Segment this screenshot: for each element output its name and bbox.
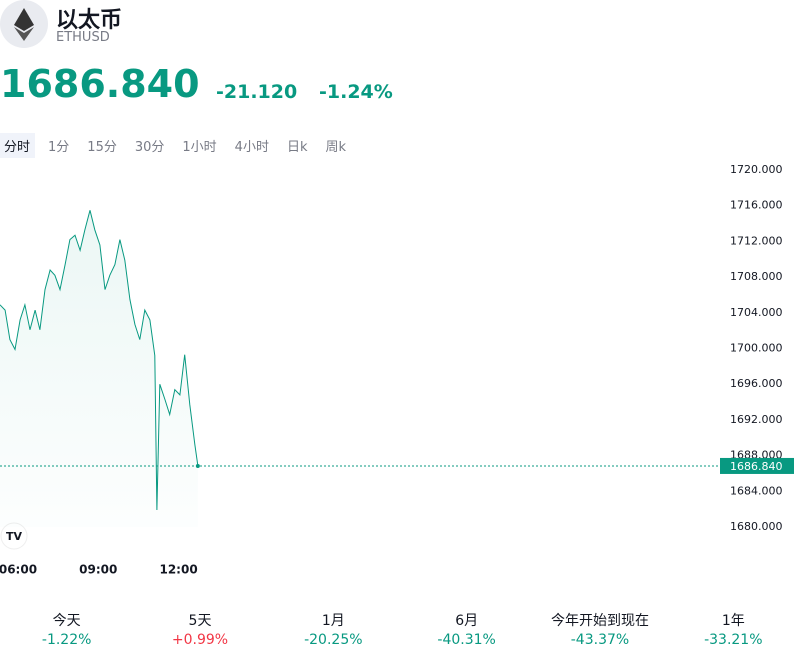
area xyxy=(0,210,198,527)
period-name: 1年 xyxy=(721,613,745,629)
y-tick-label: 1696.000 xyxy=(730,377,783,390)
y-tick-label: 1712.000 xyxy=(730,234,783,247)
period-value: -1.22% xyxy=(41,632,92,648)
tab[interactable]: 分时 xyxy=(0,133,36,158)
price: 1686.840 xyxy=(0,62,200,106)
symbol: ETHUSD xyxy=(56,30,110,45)
last-point xyxy=(195,463,200,468)
period-value: -20.25% xyxy=(304,632,363,648)
tab[interactable]: 日k xyxy=(286,140,308,155)
period: 1月 -20.25% xyxy=(267,610,400,648)
tab[interactable]: 周k xyxy=(325,140,347,155)
period-value: -40.31% xyxy=(437,632,496,648)
x-tick-label: 12:00 xyxy=(159,563,197,577)
period: 今天 -1.22% xyxy=(0,610,133,648)
y-tick-label: 1716.000 xyxy=(730,199,783,212)
tab[interactable]: 4小时 xyxy=(234,140,269,155)
period-name: 6月 xyxy=(455,613,479,629)
tv-logo: TV xyxy=(0,522,28,550)
period: 1年 -33.21% xyxy=(667,610,800,648)
period: 今年开始到现在 -43.37% xyxy=(533,610,666,648)
y-tick-label: 1720.000 xyxy=(730,163,783,176)
tab[interactable]: 30分 xyxy=(134,140,165,155)
period-name: 今天 xyxy=(52,613,81,629)
svg-text:TV: TV xyxy=(6,530,23,543)
y-tick-label: 1704.000 xyxy=(730,306,783,319)
tab[interactable]: 1分 xyxy=(48,140,70,155)
tab[interactable]: 15分 xyxy=(87,140,117,155)
x-tick-label: 09:00 xyxy=(79,563,117,577)
tab[interactable]: 1小时 xyxy=(182,140,217,155)
period: 6月 -40.31% xyxy=(400,610,533,648)
period-value: -43.37% xyxy=(570,632,630,648)
period-value: +0.99% xyxy=(171,632,229,648)
y-tick-label: 1684.000 xyxy=(730,484,783,497)
period-name: 今年开始到现在 xyxy=(550,613,649,629)
period-value: -33.21% xyxy=(704,632,763,648)
x-tick-label: 06:00 xyxy=(0,563,37,577)
periods: 今天 -1.22% 5天 +0.99% 1月 -20.25% 6月 -40.31% 今年开始到现… xyxy=(0,610,800,648)
period-name: 1月 xyxy=(321,613,345,629)
y-tick-label: 1700.000 xyxy=(730,342,783,355)
period-name: 5天 xyxy=(188,613,212,629)
price-line xyxy=(0,210,199,511)
last-price-box xyxy=(720,457,794,474)
y-tick-label: 1680.000 xyxy=(730,520,783,533)
eth-logo xyxy=(0,0,48,48)
period: 5天 +0.99% xyxy=(133,610,266,648)
y-tick-label: 1708.000 xyxy=(730,270,783,283)
tabs: 分时 1分 15分 30分 1小时 4小时 日k 周k xyxy=(0,133,359,158)
change-pct: -1.24% xyxy=(319,81,393,103)
y-tick-label: 1692.000 xyxy=(730,413,783,426)
change: -21.120 xyxy=(216,81,298,103)
chart: TV 1680.0001684.0001688.0001692.0001696.… xyxy=(0,163,794,577)
title: 以太币 xyxy=(56,8,123,33)
last-price-label: 1686.840 xyxy=(730,460,783,473)
